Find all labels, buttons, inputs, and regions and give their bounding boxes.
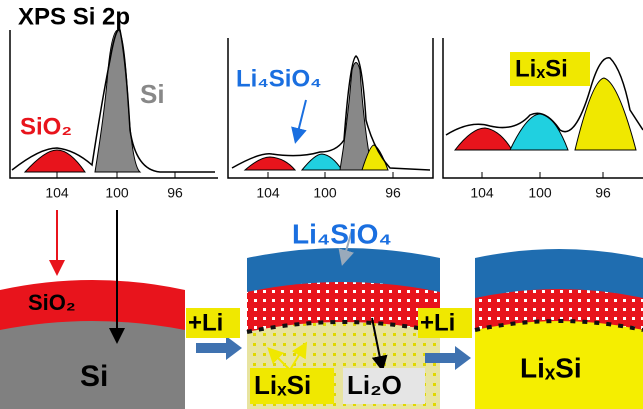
arrow [291, 99, 307, 144]
layer-label: Li₂O [347, 370, 402, 400]
title: XPS Si 2p [18, 3, 130, 30]
peak-label: SiO₂ [20, 113, 72, 140]
label-bg [510, 52, 590, 86]
tick-label: 104 [470, 185, 494, 201]
layer-label: LiₓSi [520, 352, 582, 383]
tick-label: 104 [256, 185, 280, 201]
spectrum-3 [445, 57, 643, 178]
spectra [9, 30, 643, 179]
spectrum-2 [231, 55, 431, 178]
tick-label: 96 [167, 185, 183, 201]
tick-label: 100 [313, 185, 337, 201]
step-label: +Li [420, 309, 455, 336]
tick-label: 100 [528, 185, 552, 201]
tick-label: 104 [45, 185, 69, 201]
layer-label: Li₄SiO₄ [292, 218, 392, 249]
layer-label: Si [80, 360, 108, 393]
layer-label: SiO₂ [28, 290, 76, 315]
layer-label: LiₓSi [254, 370, 311, 400]
tick-label: 96 [595, 185, 611, 201]
peak-label: Li₄SiO₄ [236, 65, 322, 92]
tick-label: 100 [105, 185, 129, 201]
peak-label: Si [140, 79, 165, 109]
tick-label: 96 [385, 185, 401, 201]
schematic [0, 210, 643, 409]
peak-label: LiₓSi [515, 55, 568, 82]
step-label: +Li [188, 309, 223, 336]
spectrum-1 [11, 28, 215, 178]
